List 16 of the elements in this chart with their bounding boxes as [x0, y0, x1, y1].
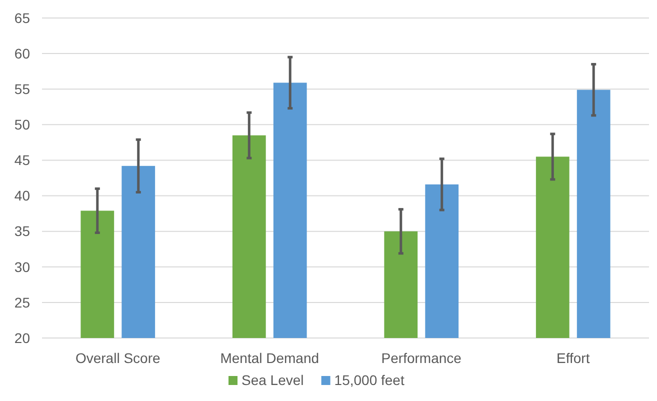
y-tick-label: 60 [14, 45, 30, 62]
y-tick-label: 25 [14, 294, 30, 310]
x-tick-label: Effort [556, 350, 590, 366]
legend-label: Sea Level [242, 372, 304, 388]
y-tick-label: 30 [14, 258, 30, 275]
x-tick-label: Overall Score [75, 350, 160, 366]
y-tick-label: 65 [14, 10, 30, 26]
y-tick-label: 45 [14, 152, 30, 168]
y-tick-label: 40 [14, 188, 30, 204]
y-tick-label: 55 [14, 81, 30, 98]
y-tick-label: 20 [14, 330, 30, 346]
x-tick-label: Mental Demand [220, 350, 320, 366]
legend-label: 15,000 feet [334, 372, 404, 388]
y-tick-label: 35 [14, 223, 30, 240]
y-tick-label: 50 [14, 116, 30, 133]
x-tick-label: Performance [381, 350, 462, 366]
